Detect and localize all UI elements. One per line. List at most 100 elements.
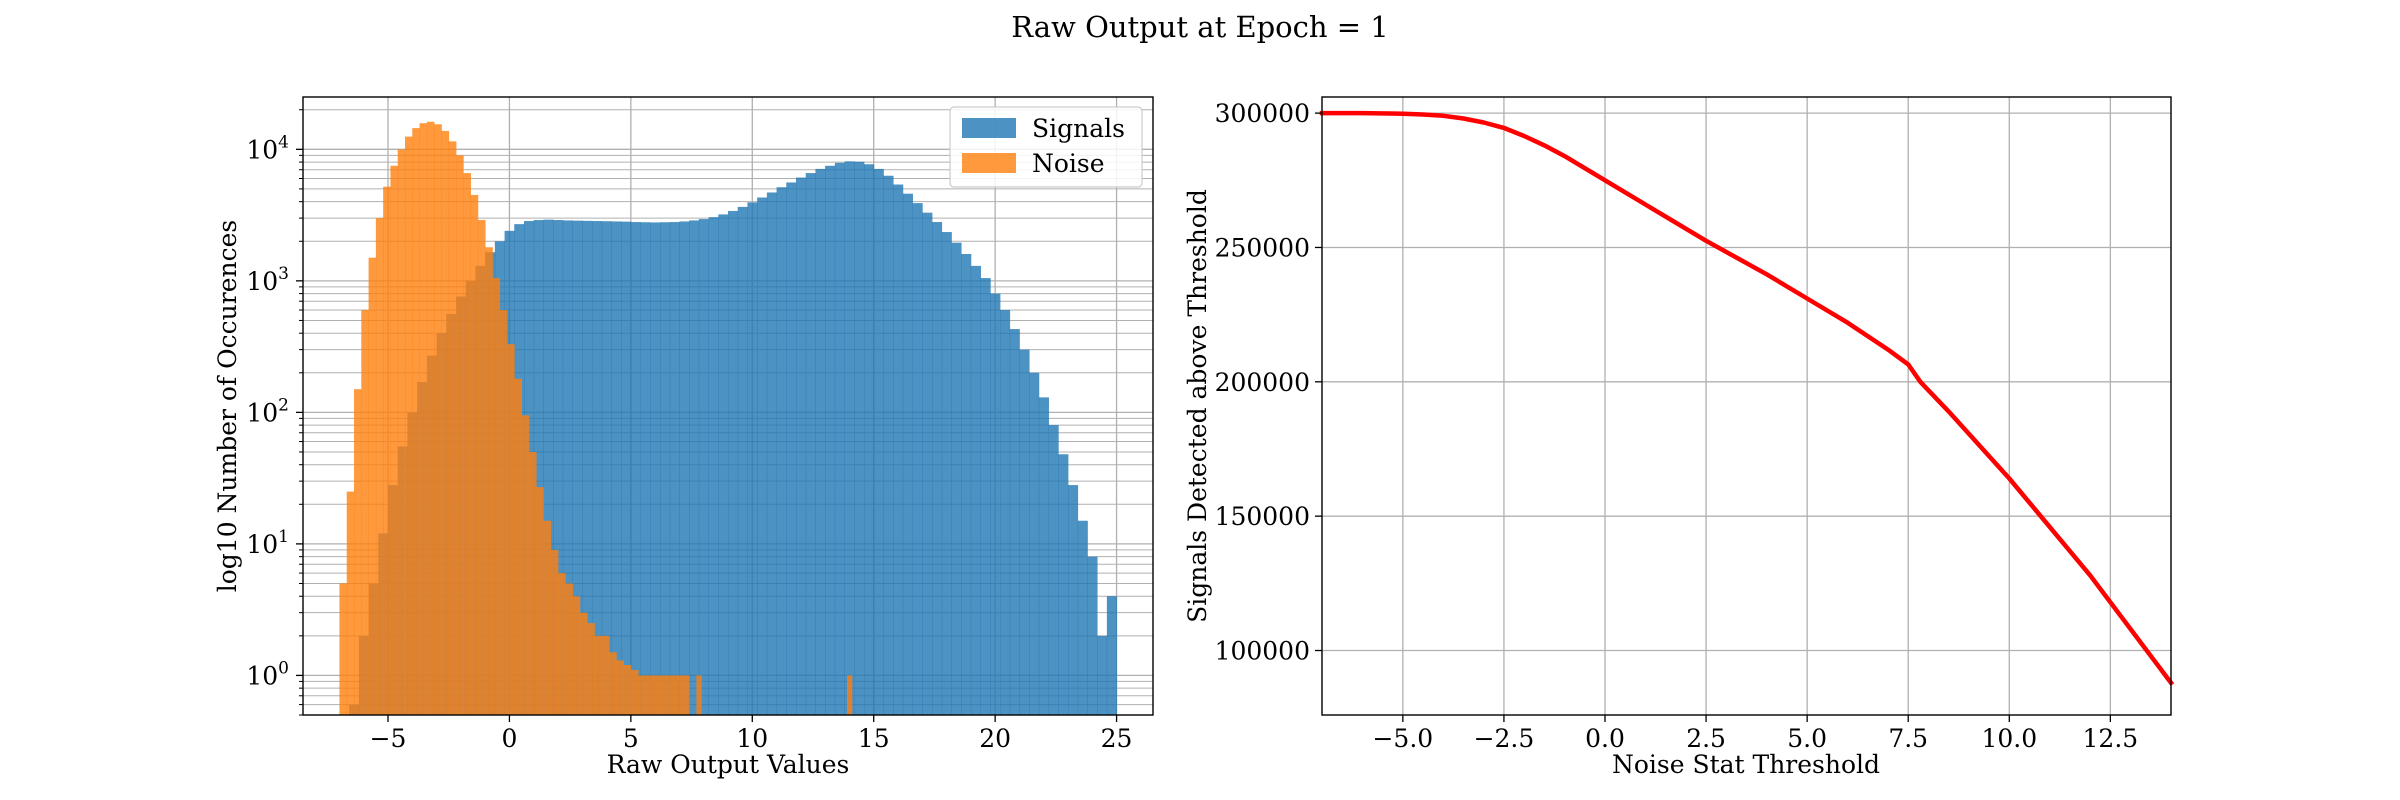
histogram-bar [346,491,355,715]
histogram-bar [990,293,1001,715]
histogram-bar [1038,397,1049,715]
histogram-x-tick-label: 15 [858,724,890,753]
histogram-bar [565,583,573,715]
histogram-bar [485,247,493,715]
histogram-bar [638,675,646,715]
line-x-tick-label: 7.5 [1888,724,1928,753]
histogram-bar [354,389,362,715]
histogram-legend: Signals Noise [949,106,1143,188]
histogram-bar [1058,454,1069,715]
histogram-bar [463,173,471,716]
histogram-bar [652,675,661,715]
histogram-bar [426,121,435,715]
histogram-series-noise [339,121,853,716]
histogram-bar [621,221,632,715]
histogram-bar [514,378,522,715]
histogram-bar [533,220,544,716]
line-x-tick-label: 5.0 [1787,724,1827,753]
histogram-bar [492,278,501,715]
histogram-y-tick-label: 101 [246,527,289,559]
histogram-bar [669,222,680,716]
histogram-bar [912,203,923,716]
histogram-y-axis-label: log10 Number of Occurences [213,220,242,593]
histogram-bar [579,612,588,715]
histogram-bar [339,583,348,715]
histogram-bar [507,344,515,715]
line-y-axis-label: Signals Detected above Threshold [1183,189,1212,623]
histogram-y-tick-label: 104 [246,132,289,164]
histogram-bar [766,192,777,716]
histogram-bar [572,596,581,715]
histogram-bar [941,232,952,715]
histogram-bar [601,635,610,715]
histogram-bar [572,220,583,715]
histogram-bar [640,222,651,715]
histogram-bar [419,123,428,715]
line-x-tick-label: 10.0 [1981,724,2037,753]
histogram-bar [412,128,420,715]
histogram-bar [708,217,719,716]
histogram-bar [854,161,865,716]
histogram-bar [405,136,413,715]
histogram-bar [844,161,855,715]
line-y-tick-label: 200000 [1215,368,1310,397]
histogram-x-tick-label: 20 [979,724,1011,753]
histogram-bar [553,220,564,716]
histogram-y-tick-label: 102 [246,395,289,427]
line-gridlines [1322,97,2171,715]
histogram-bar [786,182,797,715]
line-x-axis-label: Noise Stat Threshold [1612,750,1880,779]
histogram-bar [587,623,595,715]
legend-label-signals: Signals [1032,114,1125,143]
histogram-bar [679,221,690,715]
histogram-y-tick-label: 103 [246,264,289,296]
histogram-bar [558,573,566,715]
histogram-bar [825,165,836,715]
histogram-bar [1087,556,1098,715]
line-frame [1321,96,2172,716]
histogram-bar [883,175,894,716]
histogram-bar [650,222,661,715]
histogram-bar [951,242,962,715]
histogram-bar [961,254,972,716]
histogram-bar [815,168,826,716]
histogram-bar [1077,520,1088,715]
histogram-x-ticks: −5 0 5 10 15 20 25 [370,715,1132,753]
histogram-bar [630,222,641,716]
histogram-bar [747,202,758,715]
histogram-bar [601,221,612,715]
legend-label-noise: Noise [1032,149,1105,178]
line-y-tick-label: 250000 [1215,233,1310,262]
histogram-bar [448,141,457,716]
histogram-bar [562,220,573,715]
histogram-bar [847,675,853,715]
histogram-bar [441,130,450,715]
histogram-bar [397,149,406,715]
histogram-bar [776,187,787,715]
histogram-bar [611,221,622,715]
histogram-bar [902,193,913,715]
histogram-bar [521,415,530,715]
histogram-bar [667,675,675,715]
histogram-x-tick-label: 0 [501,724,517,753]
histogram-bar [528,451,537,715]
histogram-bar [1000,310,1011,715]
threshold-panel: −5.0 −2.5 0.0 2.5 5.0 7.5 10.0 12.5 100000 15000… [1183,96,2175,779]
histogram-bar [1068,485,1079,715]
line-x-tick-label: −5.0 [1372,724,1433,753]
histogram-bar [681,675,690,715]
line-plot-area [1322,97,2171,715]
histogram-bar [499,310,508,715]
histogram-bar [718,214,729,715]
histogram-bar [543,520,552,715]
figure-title: Raw Output at Epoch = 1 [1011,10,1389,44]
line-series [1319,110,2175,686]
line-x-ticks: −5.0 −2.5 0.0 2.5 5.0 7.5 10.0 12.5 [1372,715,2138,753]
histogram-bar [932,222,943,716]
histogram-bar [550,549,559,715]
legend-swatch-noise [962,153,1016,173]
histogram-bar [737,206,748,715]
histogram-bar [757,197,768,715]
legend-swatch-signals [962,118,1016,138]
histogram-bar [864,164,875,715]
